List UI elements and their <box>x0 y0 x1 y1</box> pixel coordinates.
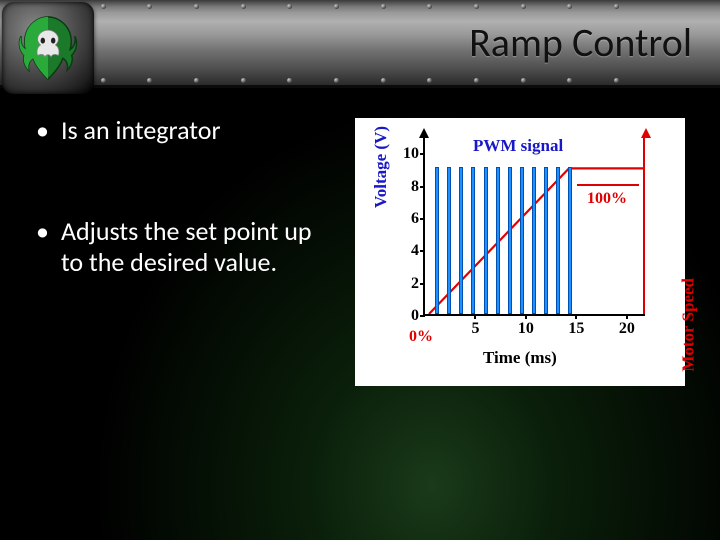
spartan-icon <box>11 11 85 85</box>
slide: Ramp Control • Is an integrator • Adjust… <box>0 0 720 540</box>
percent-start-label: 0% <box>409 328 433 346</box>
y-axis-label-right: Motor Speed <box>679 278 699 372</box>
chart: Voltage (V) Motor Speed PWM signal 0% 10… <box>355 118 685 386</box>
bullet-dot-icon: • <box>36 115 49 146</box>
x-tick-label: 10 <box>518 320 534 338</box>
page-title: Ramp Control <box>469 18 692 67</box>
pwm-bar <box>532 167 536 314</box>
pwm-bar <box>484 167 488 314</box>
pwm-bar <box>508 167 512 314</box>
pwm-bar <box>447 167 451 314</box>
x-tick-label: 20 <box>619 320 635 338</box>
pwm-bar <box>435 167 439 314</box>
x-axis-label: Time (ms) <box>483 348 557 368</box>
rivet-row-top <box>0 4 720 10</box>
bullet-2: • Adjusts the set point up to the desire… <box>30 216 330 278</box>
rivet-row-bottom <box>0 78 720 84</box>
bullet-dot-icon: • <box>36 216 49 247</box>
pwm-bar <box>556 167 560 314</box>
pwm-bar <box>520 167 524 314</box>
y-axis-arrow-icon <box>419 128 429 138</box>
y-tick-label: 2 <box>391 275 419 293</box>
content-bullets: • Is an integrator • Adjusts the set poi… <box>30 115 330 349</box>
header-bar: Ramp Control <box>0 0 720 88</box>
y2-axis-arrow-icon <box>641 128 651 138</box>
pwm-bar <box>459 167 463 314</box>
y-tick-label: 6 <box>391 210 419 228</box>
bullet-text: Is an integrator <box>61 115 221 146</box>
bullet-text: Adjusts the set point up to the desired … <box>61 216 330 278</box>
bullet-1: • Is an integrator <box>30 115 330 146</box>
right-axis <box>643 138 645 314</box>
y-tick-label: 10 <box>391 145 419 163</box>
pwm-bar <box>496 167 500 314</box>
pwm-bar <box>544 167 548 314</box>
y-tick-label: 4 <box>391 242 419 260</box>
y-tick-label: 8 <box>391 178 419 196</box>
x-tick-label: 15 <box>568 320 584 338</box>
y-axis-label-left: Voltage (V) <box>371 126 391 208</box>
pwm-bar <box>471 167 475 314</box>
y-tick-label: 0 <box>391 307 419 325</box>
pwm-bar <box>568 167 572 314</box>
x-tick-label: 5 <box>471 320 479 338</box>
plot-area: 02468105101520 <box>423 138 645 316</box>
logo <box>2 2 94 94</box>
